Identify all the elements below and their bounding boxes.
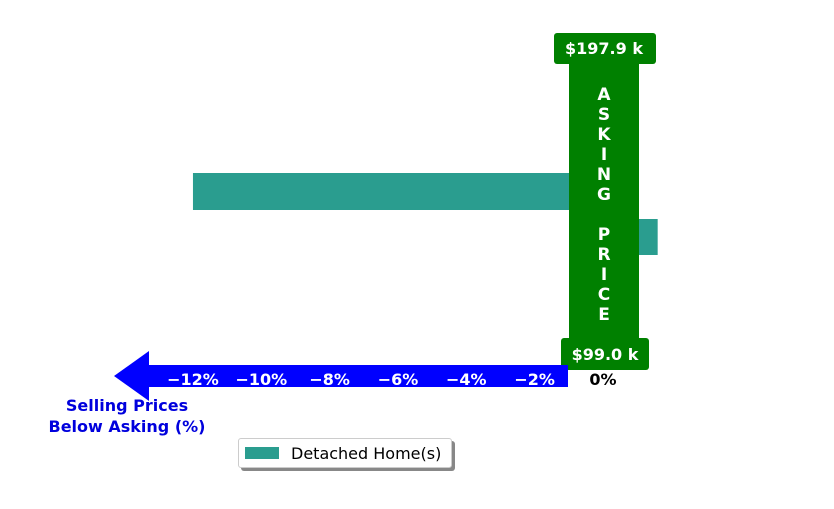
high-price-box (554, 33, 656, 64)
legend-label: Detached Home(s) (291, 443, 442, 463)
axis-arrow (114, 351, 568, 401)
x-tick-label: −8% (309, 370, 350, 389)
x-tick-label: −6% (378, 370, 419, 389)
low-price-label: $99.0 k (572, 345, 639, 364)
x-axis-label: Selling Prices Below Asking (%) (49, 396, 206, 436)
asking-price-band: $197.9 k $99.0 k A S K I N G P R I C E (554, 33, 656, 370)
x-tick-label: −12% (167, 370, 219, 389)
x-axis-ticks: −12% −10% −8% −6% −4% −2% 0% (167, 370, 616, 389)
high-price-label: $197.9 k (565, 39, 643, 58)
legend-swatch (245, 447, 279, 459)
asking-price-column (569, 52, 639, 364)
x-tick-label: 0% (589, 370, 616, 389)
legend: Detached Home(s) (238, 438, 452, 468)
x-tick-label: −4% (446, 370, 487, 389)
bar-0 (192, 173, 603, 210)
x-axis-caption: Selling Prices Below Asking (%) (49, 396, 206, 436)
low-price-box (561, 338, 649, 370)
x-tick-label: −2% (514, 370, 555, 389)
x-tick-label: −10% (235, 370, 287, 389)
x-axis-arrow (114, 351, 568, 401)
